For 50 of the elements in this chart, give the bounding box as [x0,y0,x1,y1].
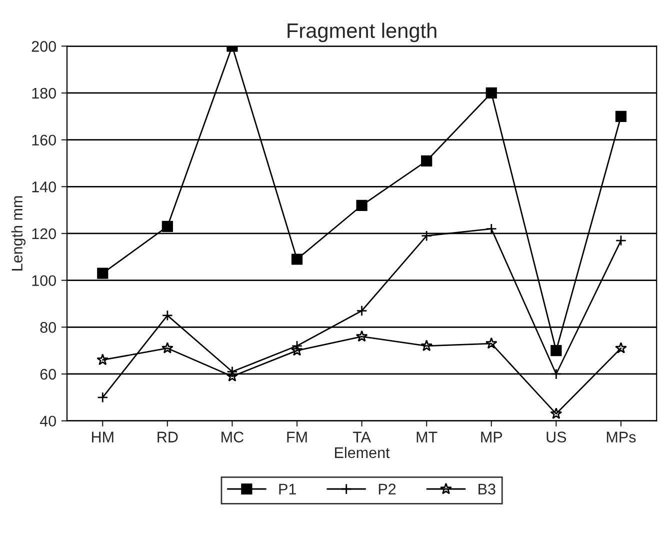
point [420,340,433,352]
point [356,330,368,342]
point [614,342,627,354]
point [356,305,368,316]
x-tick-label: MC [222,432,244,442]
point [161,342,174,354]
point [421,155,432,166]
point [291,344,303,356]
y-tick-label: 60 [40,368,56,380]
legend-label: P1 [279,484,296,494]
point [615,234,627,246]
point [226,366,238,378]
point [291,254,303,265]
y-tick-label: 120 [32,228,56,240]
legend-label: B3 [478,484,496,495]
x-tick-label: MP [481,432,502,442]
x-tick-label: FM [287,432,307,442]
y-tick-label: 40 [40,416,56,427]
y-tick-label: 160 [32,134,56,146]
y-tick-label: 180 [32,88,56,99]
point [291,340,303,352]
x-axis-title: Element [335,446,390,458]
point [550,345,562,356]
point [485,337,498,349]
legend-label: P2 [378,484,396,494]
point [486,223,497,234]
y-axis-title: Length mm [11,196,26,270]
point [96,354,109,366]
point [162,220,173,232]
point [162,310,173,322]
point [97,392,108,403]
x-tick-label: US [546,432,566,442]
x-tick-label: MPs [606,432,636,442]
point [97,268,108,279]
y-tick-label: 200 [32,41,56,52]
x-tick-label: HM [92,432,114,442]
point [550,408,562,419]
y-tick-label: 100 [32,275,56,286]
point [356,200,368,211]
point [550,368,562,380]
point [226,370,238,382]
x-tick-label: TA [352,432,371,442]
y-tick-label: 140 [32,182,56,192]
x-tick-label: MT [416,432,438,442]
y-tick-label: 80 [40,322,56,333]
point [421,230,432,242]
point [486,87,497,99]
chart-title: Fragment length [288,22,436,42]
point [615,110,627,122]
x-tick-label: RD [158,432,178,442]
